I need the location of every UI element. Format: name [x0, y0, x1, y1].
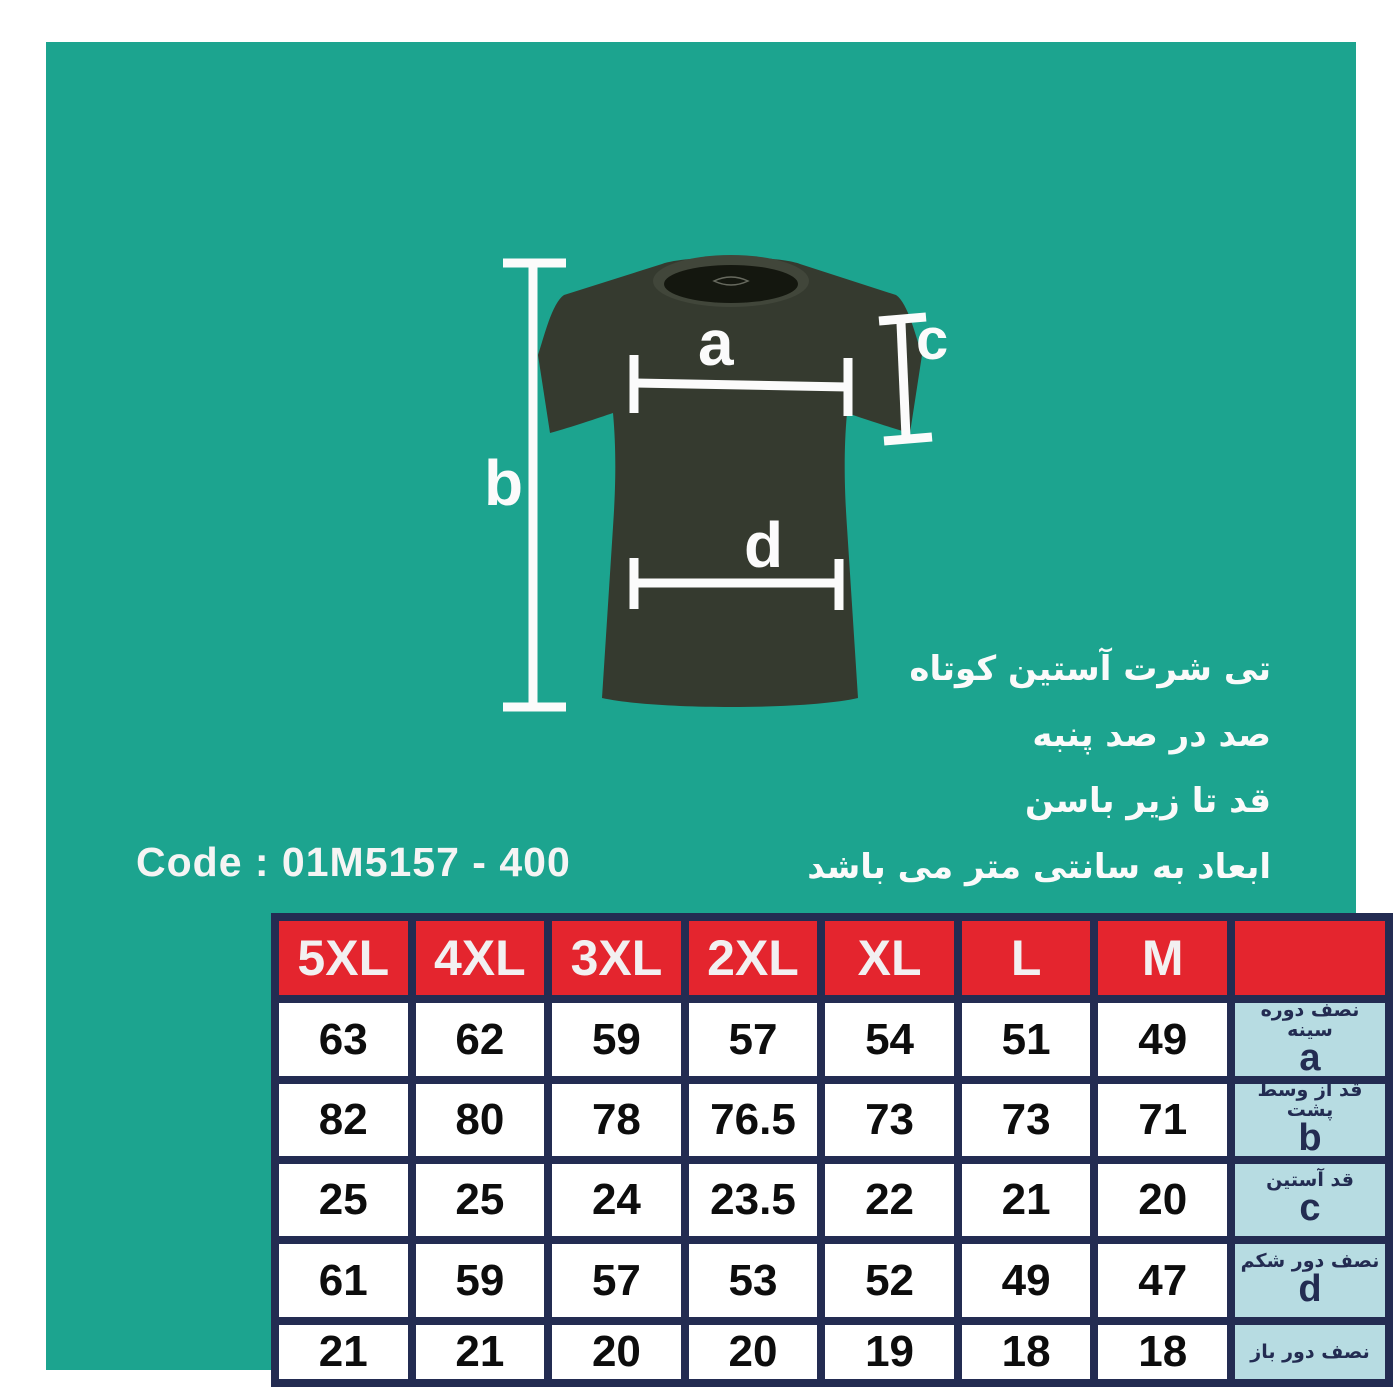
- row-label-text: نصف دور باز: [1250, 1341, 1370, 1364]
- table-cell: 49: [961, 1244, 1091, 1317]
- table-cell: 59: [415, 1244, 545, 1317]
- row-label-b: قد از وسط پشت b: [1234, 1079, 1385, 1159]
- table-cell: 57: [552, 1244, 681, 1317]
- product-description: تی شرت آستین کوتاه صد در صد پنبه قد تا ز…: [807, 636, 1271, 900]
- row-label-letter: a: [1299, 1036, 1321, 1079]
- table-cell: 23.5: [688, 1164, 818, 1236]
- size-header-3xl: 3XL: [552, 921, 681, 995]
- table-cell: 24: [552, 1164, 681, 1236]
- table-cell: 76.5: [688, 1084, 818, 1156]
- table-cell: 57: [688, 1003, 818, 1076]
- size-header-empty: [1234, 921, 1385, 995]
- product-code: Code : 01M5157 - 400: [136, 839, 571, 885]
- size-header-2xl: 2XL: [688, 921, 818, 995]
- collar-label-mark: [712, 276, 750, 286]
- measure-label-a: a: [698, 307, 734, 379]
- row-label-d: نصف دور شکم d: [1234, 1244, 1385, 1317]
- measure-line-b: [503, 258, 566, 712]
- size-header-5xl: 5XL: [279, 921, 408, 995]
- row-label-letter: b: [1298, 1117, 1322, 1159]
- size-header-m: M: [1098, 921, 1227, 995]
- row-label-text: نصف دوره سینه: [1260, 998, 1360, 1041]
- table-cell: 25: [415, 1164, 545, 1236]
- table-cell: 53: [688, 1244, 818, 1317]
- size-header-l: L: [961, 921, 1091, 995]
- measure-line-d: [629, 558, 844, 610]
- table-cell: 52: [825, 1244, 954, 1317]
- row-label-text: قد آستین: [1266, 1169, 1354, 1192]
- row-label-open: نصف دور باز: [1234, 1325, 1385, 1379]
- table-cell: 82: [279, 1084, 408, 1156]
- description-line: تی شرت آستین کوتاه: [909, 649, 1271, 689]
- table-cell: 51: [961, 1003, 1091, 1076]
- size-header-xl: XL: [825, 921, 954, 995]
- row-label-c: قد آستین c: [1234, 1164, 1385, 1236]
- measure-label-c: c: [916, 307, 948, 372]
- table-cell: 73: [825, 1084, 954, 1156]
- table-cell: 21: [961, 1164, 1091, 1236]
- teal-panel: a b c d تی شرت آستین کوتاه صد در صد پنبه…: [46, 42, 1393, 1387]
- collar-opening: [664, 265, 798, 303]
- table-cell: 62: [415, 1003, 545, 1076]
- table-cell: 47: [1098, 1244, 1227, 1317]
- description-line: قد تا زیر باسن: [1024, 781, 1271, 821]
- row-label-text: قد از وسط پشت: [1257, 1079, 1363, 1122]
- table-cell: 54: [825, 1003, 954, 1076]
- table-cell: 25: [279, 1164, 408, 1236]
- table-cell: 20: [1098, 1164, 1227, 1236]
- row-label-letter: c: [1299, 1187, 1321, 1230]
- size-table: 5XL 4XL 3XL 2XL XL L M 63 62 59 57 54 51…: [271, 913, 1393, 1387]
- description-line: ابعاد به سانتی متر می باشد: [807, 847, 1271, 887]
- table-cell: 21: [415, 1325, 545, 1379]
- table-cell: 22: [825, 1164, 954, 1236]
- table-cell: 19: [825, 1325, 954, 1379]
- table-cell: 59: [552, 1003, 681, 1076]
- measure-label-d: d: [744, 509, 783, 581]
- table-cell: 21: [279, 1325, 408, 1379]
- measure-line-a: [629, 355, 853, 416]
- table-cell: 18: [961, 1325, 1091, 1379]
- table-cell: 78: [552, 1084, 681, 1156]
- measure-line-c: [878, 312, 933, 446]
- row-label-a: نصف دوره سینه a: [1234, 998, 1385, 1079]
- table-cell: 49: [1098, 1003, 1227, 1076]
- row-label-letter: d: [1298, 1267, 1322, 1310]
- description-line: صد در صد پنبه: [1032, 715, 1271, 755]
- table-cell: 80: [415, 1084, 545, 1156]
- table-cell: 18: [1098, 1325, 1227, 1379]
- table-cell: 20: [688, 1325, 818, 1379]
- table-cell: 71: [1098, 1084, 1227, 1156]
- tshirt-measurement-diagram: a b c d: [484, 255, 948, 712]
- size-header-4xl: 4XL: [415, 921, 545, 995]
- table-cell: 61: [279, 1244, 408, 1317]
- table-cell: 73: [961, 1084, 1091, 1156]
- row-label-text: نصف دور شکم: [1240, 1249, 1380, 1272]
- table-cell: 63: [279, 1003, 408, 1076]
- table-cell: 20: [552, 1325, 681, 1379]
- measure-label-b: b: [484, 447, 523, 519]
